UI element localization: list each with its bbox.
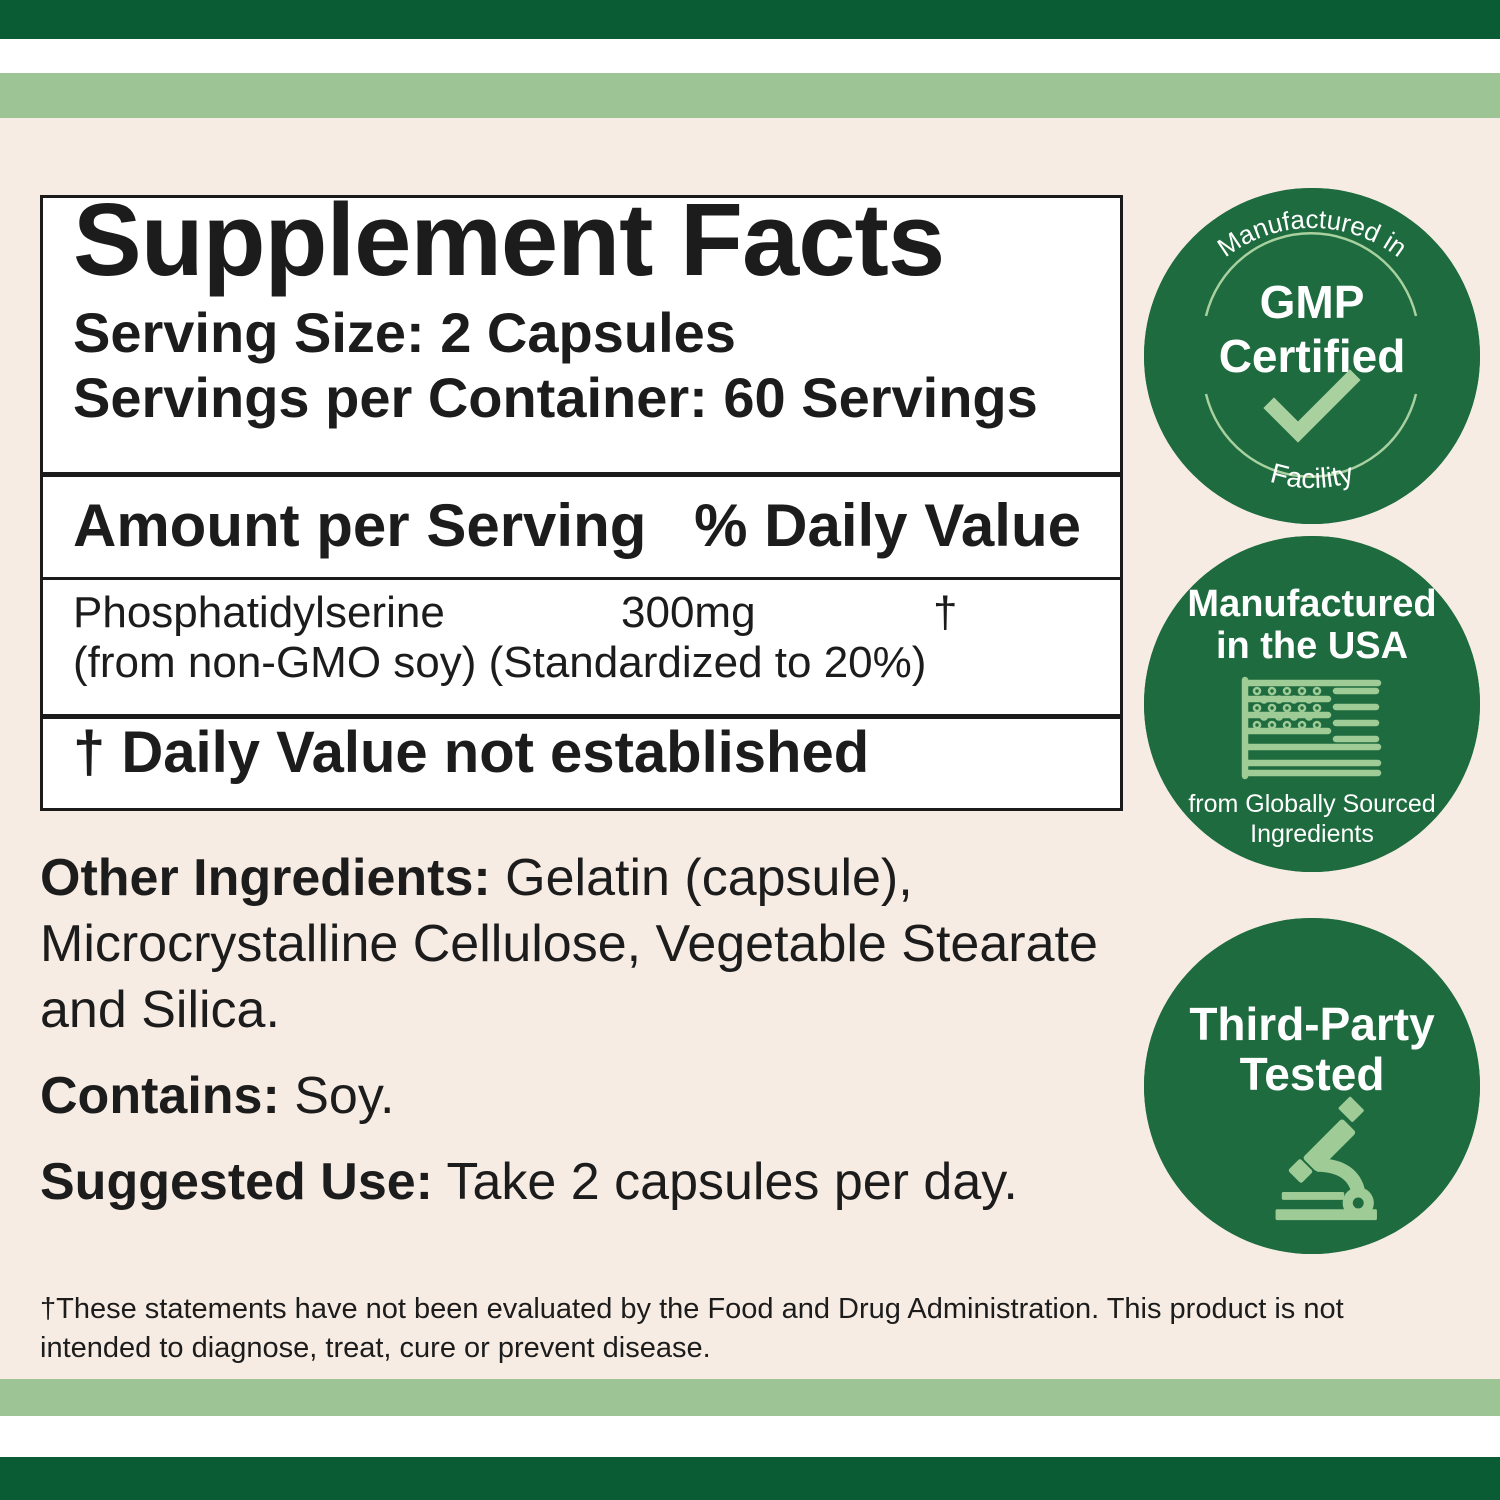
- svg-text:Tested: Tested: [1240, 1048, 1385, 1100]
- svg-text:Third-Party: Third-Party: [1189, 998, 1435, 1050]
- svg-text:GMP: GMP: [1260, 276, 1365, 328]
- svg-text:from Globally Sourced: from Globally Sourced: [1188, 790, 1435, 818]
- svg-text:Manufactured: Manufactured: [1187, 583, 1436, 625]
- svg-text:in the USA: in the USA: [1216, 625, 1408, 667]
- svg-text:Ingredients: Ingredients: [1250, 820, 1374, 848]
- svg-text:Certified: Certified: [1219, 330, 1406, 382]
